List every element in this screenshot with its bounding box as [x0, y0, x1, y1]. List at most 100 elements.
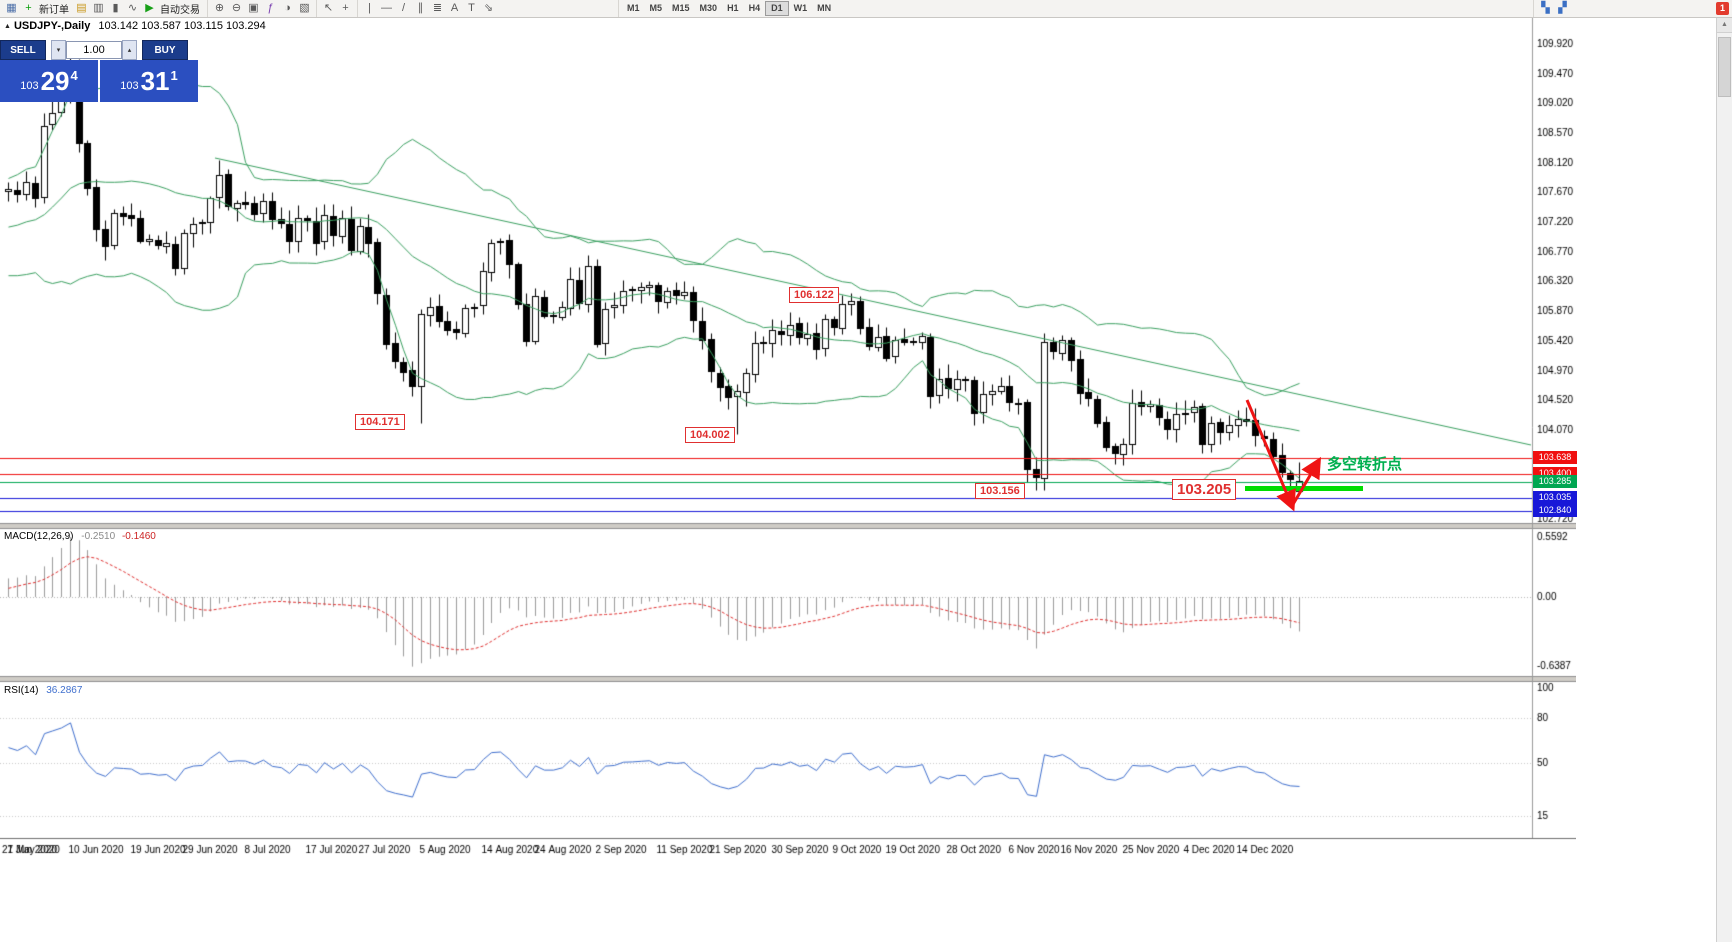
templates-icon: ▧ — [299, 2, 310, 14]
indicators-list[interactable]: ƒ — [262, 1, 279, 16]
text-tool[interactable]: A — [446, 1, 463, 16]
toolbar-group: ▚ ▞ — [1533, 0, 1574, 17]
trendline-tool[interactable]: / — [395, 1, 412, 16]
zoom-in-icon: ⊕ — [214, 2, 225, 14]
buy-price-sup: 1 — [170, 67, 178, 83]
price-label-106.122[interactable]: 106.122 — [789, 287, 839, 303]
toolbar: ▦ + 新订单 ▤ ▥ ▮ ∿ ▶ 自动交易 ⊕ ⊖ ▣ ƒ ◑ ▧ ↖ + | ― / ∥ ≣ A T ⇘ M1 M5 M15 M30… — [0, 0, 1732, 18]
sell-button[interactable]: SELL — [0, 40, 46, 60]
lot-size-input[interactable] — [66, 41, 122, 59]
tf-mn[interactable]: MN — [817, 3, 832, 13]
cursor-tool[interactable]: ↖ — [320, 1, 337, 16]
toolbar-items: ▦ + 新订单 ▤ ▥ ▮ ∿ ▶ 自动交易 ⊕ ⊖ ▣ ƒ ◑ ▧ ↖ + | ― / ∥ ≣ A T ⇘ M1 M5 M15 M30… — [0, 0, 1732, 17]
crosshair-tool[interactable]: + — [337, 1, 354, 16]
buy-price[interactable]: 103 31 1 — [100, 60, 198, 102]
indicators-list-icon: ƒ — [267, 2, 274, 14]
cursor-tool-icon: ↖ — [323, 2, 334, 14]
chart-ohlc-values: 103.142 103.587 103.115 103.294 — [98, 20, 266, 32]
toolbar-group: | ― / ∥ ≣ A T ⇘ — [357, 0, 500, 17]
buy-button[interactable]: BUY — [142, 40, 188, 60]
new-order[interactable]: + — [20, 1, 37, 16]
label-tool[interactable]: T — [463, 1, 480, 16]
price-label-104.171[interactable]: 104.171 — [355, 414, 405, 430]
price-label-104.002[interactable]: 104.002 — [685, 427, 735, 443]
chart-bar-style[interactable]: ▥ — [90, 1, 107, 16]
buy-price-big: 31 — [140, 66, 170, 96]
sell-price-prefix: 103 — [20, 80, 39, 92]
chart-candle-style[interactable]: ▮ — [107, 1, 124, 16]
annotation-note[interactable]: 多空转折点 — [1327, 456, 1403, 473]
price-tag-102.840: 102.840 — [1533, 504, 1577, 518]
tf-w1[interactable]: W1 — [793, 3, 808, 13]
new-chart[interactable]: ▦ — [3, 1, 20, 16]
price-label-103.156[interactable]: 103.156 — [975, 483, 1025, 499]
notification-badge[interactable]: 1 — [1716, 2, 1729, 15]
tf-d1[interactable]: D1 — [765, 1, 789, 16]
rsi-value: 36.2867 — [46, 685, 83, 696]
price-tag-103.035: 103.035 — [1533, 491, 1577, 505]
fibonacci-tool[interactable]: ≣ — [429, 1, 446, 16]
price-chart-canvas[interactable] — [0, 17, 1576, 858]
tf-h1[interactable]: H1 — [727, 3, 739, 13]
crosshair-tool-icon: + — [342, 2, 349, 14]
new-order-label: 新订单 — [39, 5, 69, 16]
zoom-in[interactable]: ⊕ — [211, 1, 228, 16]
chart-bar-style-icon: ▥ — [93, 2, 104, 14]
auto-trading[interactable]: ▶ — [141, 1, 158, 16]
templates[interactable]: ▧ — [296, 1, 313, 16]
trade-panel-prices: 103 29 4 103 31 1 — [0, 60, 198, 102]
channel-tool-icon: ∥ — [417, 2, 424, 14]
tf-m1[interactable]: M1 — [627, 3, 640, 13]
scroll-up-button[interactable]: ▲ — [1717, 17, 1732, 33]
auto-trading-icon: ▶ — [145, 2, 154, 14]
charts-grid-icon: ▚ — [1541, 2, 1550, 14]
sell-price-sup: 4 — [70, 67, 78, 83]
charts-cascade-icon: ▞ — [1558, 2, 1567, 14]
sell-price[interactable]: 103 29 4 — [0, 60, 98, 102]
price-tag-103.638: 103.638 — [1533, 451, 1577, 465]
macd-signal-value: -0.1460 — [121, 531, 156, 542]
toolbar-group: ↖ + — [316, 0, 357, 17]
toolbar-group: ▦ + 新订单 ▤ ▥ ▮ ∿ ▶ 自动交易 — [0, 0, 207, 17]
metaeditor[interactable]: ▤ — [73, 1, 90, 16]
charts-cascade[interactable]: ▞ — [1554, 1, 1571, 16]
macd-title: MACD(12,26,9) — [4, 531, 74, 542]
auto-trading-label: 自动交易 — [160, 5, 200, 16]
toolbar-group: M1 M5 M15 M30 H1 H4 D1 W1 MN — [618, 0, 839, 17]
periods-list[interactable]: ◑ — [279, 1, 296, 16]
buy-price-prefix: 103 — [120, 80, 139, 92]
support-level-segment[interactable] — [1245, 486, 1363, 491]
chart-line-style[interactable]: ∿ — [124, 1, 141, 16]
rsi-indicator-header: RSI(14) 36.2867 — [4, 685, 82, 696]
price-tag-103.285: 103.285 — [1533, 474, 1577, 488]
trendline-tool-icon: / — [401, 2, 406, 14]
channel-tool[interactable]: ∥ — [412, 1, 429, 16]
periods-list-icon: ◑ — [284, 2, 291, 14]
trade-panel-controls: SELL ▾ ▴ BUY — [0, 40, 198, 60]
arrows-tool[interactable]: ⇘ — [480, 1, 497, 16]
tf-m5[interactable]: M5 — [649, 3, 663, 13]
label-tool-icon: T — [468, 2, 475, 14]
new-chart-icon: ▦ — [6, 2, 17, 14]
vertical-line-tool[interactable]: | — [361, 1, 378, 16]
zoom-out-icon: ⊖ — [231, 2, 242, 14]
arrows-tool-icon: ⇘ — [483, 2, 494, 14]
horizontal-line-tool[interactable]: ― — [378, 1, 395, 16]
tile-windows[interactable]: ▣ — [245, 1, 262, 16]
tf-h4[interactable]: H4 — [748, 3, 761, 13]
text-tool-icon: A — [450, 2, 459, 14]
vertical-scrollbar[interactable]: ▲ — [1716, 17, 1732, 942]
zoom-out[interactable]: ⊖ — [228, 1, 245, 16]
chart-collapse-icon: ▲ — [4, 23, 11, 30]
chart-line-style-icon: ∿ — [127, 2, 138, 14]
scroll-thumb[interactable] — [1718, 37, 1731, 97]
chart-title: ▲ USDJPY-,Daily 103.142 103.587 103.115 10… — [4, 20, 266, 32]
tf-m15[interactable]: M15 — [672, 3, 690, 13]
lot-increase-button[interactable]: ▴ — [122, 40, 137, 60]
price-label-103.205[interactable]: 103.205 — [1172, 479, 1237, 500]
tf-m30[interactable]: M30 — [699, 3, 718, 13]
toolbar-group: ⊕ ⊖ ▣ ƒ ◑ ▧ — [207, 0, 316, 17]
chart-candle-style-icon: ▮ — [112, 2, 119, 14]
charts-grid[interactable]: ▚ — [1537, 1, 1554, 16]
lot-decrease-button[interactable]: ▾ — [51, 40, 66, 60]
